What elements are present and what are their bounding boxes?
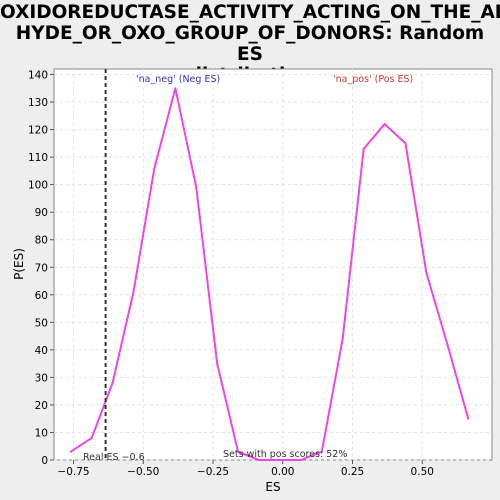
x-tick-label: −0.25 [197, 466, 229, 478]
x-tick-label: −0.50 [127, 466, 159, 478]
x-tick-label: 0.50 [411, 466, 434, 478]
series-point [216, 362, 219, 365]
chart-title-line-1: OXIDOREDUCTASE_ACTIVITY_ACTING_ON_THE_AL… [0, 2, 500, 23]
y-tick-label: 10 [35, 427, 48, 439]
pos-es-label: 'na_pos' (Pos ES) [333, 74, 413, 85]
real-es-label: Real ES −0.6 [83, 452, 145, 463]
y-tick-label: 30 [35, 372, 48, 384]
series-line [70, 88, 470, 461]
series-point [90, 436, 93, 439]
series-point [132, 291, 135, 294]
series-point [174, 87, 177, 90]
series-layer [69, 87, 470, 461]
y-tick-label: 120 [28, 125, 48, 137]
x-tick-label: 0.25 [341, 466, 364, 478]
series-point [467, 417, 470, 420]
y-tick-label: 0 [41, 455, 48, 467]
y-tick-label: 90 [35, 207, 48, 219]
series-point [320, 450, 323, 453]
series-point [258, 459, 261, 461]
y-tick-label: 80 [35, 235, 48, 247]
series-point [299, 459, 302, 461]
series-point [446, 343, 449, 346]
series-point [341, 337, 344, 340]
series-point [195, 186, 198, 189]
series-point [278, 459, 281, 461]
y-tick-label: 130 [28, 97, 48, 109]
series-point [111, 381, 114, 384]
series-point [425, 271, 428, 274]
series-point [383, 123, 386, 126]
series-point [404, 142, 407, 145]
chart-title-line-2: HYDE_OR_OXO_GROUP_OF_DONORS: Random ES [15, 23, 485, 65]
plot-area [53, 68, 493, 461]
y-tick-label: 140 [28, 70, 48, 82]
y-tick-label: 110 [28, 152, 48, 164]
y-tick-label: 20 [35, 400, 48, 412]
series-point [237, 450, 240, 453]
y-axis-title: P(ES) [12, 248, 26, 280]
series-point [69, 450, 72, 453]
y-tick-label: 50 [35, 317, 48, 329]
pos-scores-label: Sets with pos scores: 52% [223, 449, 347, 460]
tick-layer: 0 10 20 30 40 50 60 70 80 90 100 110 120 130 140 −0.75 −… [28, 70, 434, 478]
y-tick-label: 40 [35, 345, 48, 357]
y-tick-label: 70 [35, 262, 48, 274]
y-tick-label: 60 [35, 290, 48, 302]
x-axis-title: ES [265, 480, 280, 494]
series-point [153, 167, 156, 170]
x-tick-label: −0.75 [57, 466, 89, 478]
series-point [362, 147, 365, 150]
x-tick-label: 0.00 [271, 466, 294, 478]
y-tick-label: 100 [28, 180, 48, 192]
neg-es-label: 'na_neg' (Neg ES) [136, 74, 220, 85]
